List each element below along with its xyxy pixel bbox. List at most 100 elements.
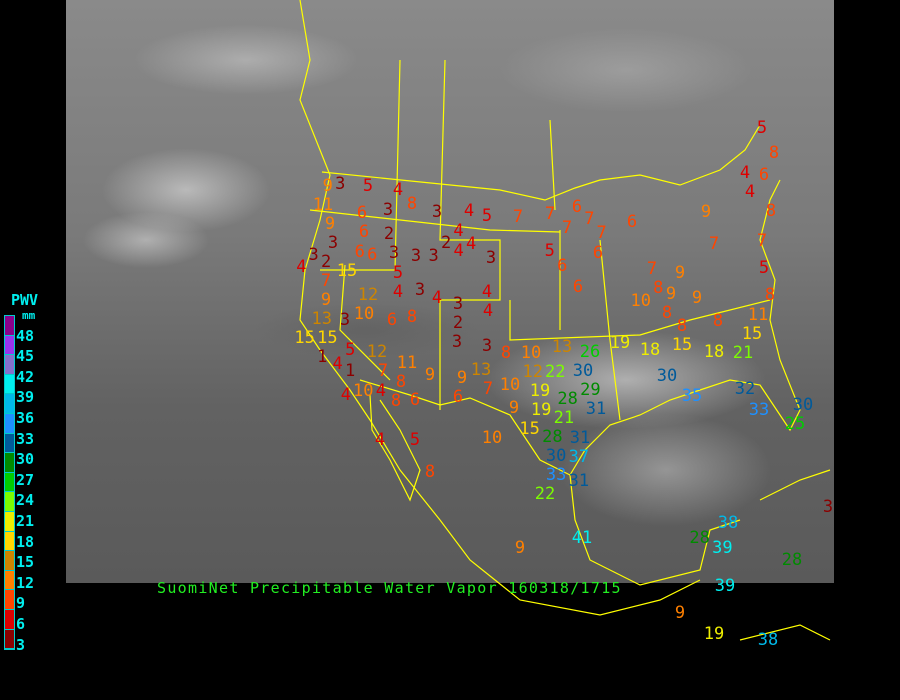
station-pwv-value: 31: [585, 398, 607, 419]
station-pwv-value: 4: [744, 182, 756, 203]
station-pwv-value: 12: [522, 361, 543, 382]
station-pwv-value: 22: [544, 361, 566, 382]
station-pwv-value: 6: [592, 242, 604, 263]
station-pwv-value: 18: [639, 339, 661, 360]
station-pwv-value: 9: [322, 175, 333, 196]
station-pwv-value: 8: [712, 310, 724, 331]
legend-swatch: [5, 316, 14, 336]
station-pwv-value: 2: [441, 232, 452, 253]
legend-tick-label: 30: [16, 450, 35, 469]
station-pwv-value: 39: [714, 575, 736, 596]
legend-title: PWV: [11, 291, 39, 309]
station-pwv-value: 31: [569, 428, 591, 449]
station-pwv-value: 7: [646, 258, 658, 279]
cuba-outline: [739, 469, 831, 641]
legend-swatch: [5, 472, 14, 493]
legend-swatch: [5, 433, 14, 454]
station-pwv-value: 4: [431, 287, 443, 308]
border-lines: [299, 0, 831, 641]
station-pwv-value: 39: [712, 537, 733, 558]
station-pwv-value: 2: [452, 312, 464, 333]
station-pwv-value: 8: [768, 142, 780, 163]
legend-tick-label: 24: [16, 491, 35, 510]
legend-tick-label: 3: [16, 635, 26, 654]
station-pwv-value: 4: [296, 256, 307, 277]
baja-coast: [369, 394, 421, 502]
station-pwv-value: 38: [757, 629, 779, 650]
station-pwv-value: 4: [465, 233, 477, 254]
station-pwv-value: 26: [579, 341, 601, 362]
legend-swatch: [5, 492, 14, 512]
station-pwv-value: 7: [596, 223, 607, 244]
legend-swatch: [5, 609, 14, 630]
station-pwv-value: 3: [451, 331, 463, 352]
legend-tick-label: 48: [16, 326, 35, 345]
station-pwv-value: 4: [482, 301, 494, 322]
station-pwv-value: 3: [452, 293, 464, 314]
us-canada-border: [321, 124, 761, 201]
station-pwv-value: 35: [681, 385, 703, 406]
station-pwv-value: 30: [656, 365, 678, 386]
station-pwv-value: 15: [336, 260, 358, 281]
station-pwv-value: 10: [353, 380, 374, 401]
station-pwv-value: 9: [324, 213, 336, 234]
station-pwv-value: 7: [561, 217, 573, 238]
station-pwv-value: 7: [377, 361, 389, 382]
legend-unit: mm: [22, 309, 36, 322]
station-pwv-value: 21: [553, 408, 575, 429]
station-pwv-value: 3: [339, 309, 351, 330]
legend-tick-label: 12: [16, 573, 35, 592]
station-pwv-value: 5: [392, 262, 404, 283]
us-mexico-border: [359, 379, 571, 476]
gulf-coast: [569, 179, 801, 476]
station-pwv-value: 4: [481, 281, 493, 302]
color-legend-bar: [4, 315, 15, 651]
station-pwv-value: 22: [534, 484, 556, 505]
station-pwv-value: 9: [514, 537, 526, 558]
station-pwv-value: 13: [470, 359, 492, 380]
station-pwv-value: 9: [456, 367, 468, 388]
state-line-3: [309, 209, 561, 233]
station-pwv-value: 6: [758, 164, 770, 185]
station-pwv-value: 6: [354, 241, 365, 262]
station-pwv-value: 11: [312, 194, 334, 215]
station-pwv-value: 6: [409, 389, 421, 410]
station-pwv-value: 33: [545, 465, 567, 486]
station-pwv-value: 8: [500, 342, 512, 363]
station-pwv-value: 1: [344, 361, 356, 382]
station-pwv-value: 8: [676, 315, 688, 336]
mexico-gulf-coast: [569, 474, 741, 586]
legend-swatch: [5, 355, 14, 375]
legend-swatch: [5, 570, 14, 591]
station-pwv-value: 3: [382, 199, 394, 220]
station-pwv-value: 12: [366, 342, 388, 363]
legend-swatch: [5, 629, 14, 650]
station-pwv-value: 10: [499, 374, 521, 395]
station-pwv-value: 4: [453, 240, 464, 261]
station-pwv-value: 4: [453, 220, 464, 241]
station-pwv-value: 9: [700, 201, 712, 222]
station-pwv-value: 4: [463, 201, 475, 222]
station-pwv-value: 33: [748, 399, 770, 420]
legend-tick-label: 21: [16, 512, 35, 530]
station-pwv-value: 28: [542, 427, 563, 448]
station-pwv-value: 8: [424, 461, 436, 482]
station-pwv-value: 9: [424, 364, 436, 385]
legend-tick-label: 45: [16, 347, 35, 366]
station-pwv-value: 3: [485, 247, 497, 268]
station-pwv-value: 25: [784, 413, 806, 434]
station-pwv-value: 5: [345, 339, 356, 360]
station-pwv-value: 2: [320, 251, 332, 272]
station-pwv-value: 9: [665, 283, 677, 304]
satellite-image: [66, 0, 834, 583]
station-pwv-value: 19: [529, 380, 551, 401]
station-pwv-value: 8: [390, 390, 402, 411]
station-pwv-value: 3: [428, 245, 439, 266]
station-pwv-value: 15: [294, 328, 315, 349]
station-pwv-value: 13: [311, 309, 332, 330]
station-pwv-value: 3: [822, 496, 834, 517]
legend-swatch: [5, 590, 14, 610]
station-pwv-value: 11: [396, 352, 418, 373]
station-pwv-value: 7: [708, 233, 720, 254]
